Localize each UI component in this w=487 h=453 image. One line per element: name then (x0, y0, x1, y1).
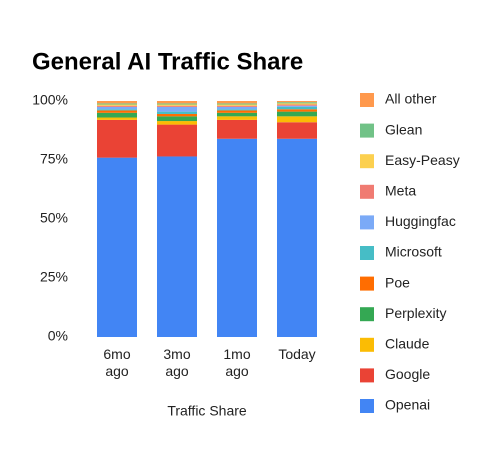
legend-swatch (360, 215, 374, 230)
bar-segment (157, 121, 197, 125)
bar-segment (157, 111, 197, 114)
bar-segment (97, 117, 137, 120)
bar-segment (157, 116, 197, 122)
legend-swatch (360, 123, 374, 138)
legend-label: Microsoft (385, 244, 442, 260)
bar-segment (277, 103, 317, 105)
legend-label: All other (385, 91, 437, 107)
legend-label: Perplexity (385, 305, 446, 321)
x-tick-label: 6mo ago (103, 346, 131, 379)
legend-label: Meta (385, 183, 416, 199)
bar-segment (217, 116, 257, 120)
bar-segment (157, 103, 197, 105)
bar-segment (217, 112, 257, 117)
bar-segment (217, 101, 257, 104)
legend-label: Openai (385, 397, 430, 413)
bar-segment (97, 104, 137, 106)
bar-segment (157, 156, 197, 337)
legend-label: Glean (385, 121, 422, 137)
bar-segment (217, 105, 257, 107)
legend-swatch (360, 399, 374, 413)
legend-label: Google (385, 366, 430, 382)
legend-swatch (360, 276, 374, 291)
bar-segment (97, 105, 137, 107)
bar-segment (277, 105, 317, 107)
bar-segment (217, 110, 257, 113)
bar-segment (157, 104, 197, 106)
chart-title: General AI Traffic Share (32, 48, 303, 75)
bar-segment (157, 124, 197, 157)
bar-segment (97, 103, 137, 105)
y-tick-label: 100% (32, 92, 68, 108)
y-tick-label: 75% (40, 151, 68, 167)
y-tick-label: 50% (40, 210, 68, 226)
bar-segment (217, 104, 257, 106)
bar-segment (277, 101, 317, 103)
legend-label: Claude (385, 336, 430, 352)
bar-segment (277, 102, 317, 104)
legend-swatch (360, 93, 374, 107)
x-tick-label: 1mo ago (223, 346, 251, 379)
bar-segment (97, 109, 137, 111)
legend-swatch (360, 337, 374, 352)
bar-segment (217, 109, 257, 111)
bar-segment (277, 111, 317, 117)
bar-segment (97, 112, 137, 118)
bar-segment (97, 101, 137, 104)
bar-segment (277, 122, 317, 139)
bar-segment (217, 119, 257, 139)
bar-segment (97, 106, 137, 110)
bar-segment (157, 106, 197, 112)
legend-label: Poe (385, 274, 410, 290)
bar-segment (97, 157, 137, 337)
y-tick-label: 25% (40, 269, 68, 285)
legend-swatch (360, 184, 374, 199)
legend-swatch (360, 307, 374, 322)
bar-segment (157, 113, 197, 117)
bar-segment (97, 119, 137, 158)
bar-segment (217, 138, 257, 337)
bar-segment (277, 106, 317, 110)
bar-segment (157, 101, 197, 104)
bar-segment (217, 103, 257, 105)
legend-swatch (360, 246, 374, 260)
bar-segment (277, 104, 317, 106)
bar-segment (277, 116, 317, 123)
legend-label: Easy-Peasy (385, 152, 460, 168)
bar-segment (97, 110, 137, 113)
x-axis-label: Traffic Share (167, 403, 247, 419)
y-tick-label: 0% (48, 328, 68, 344)
bar-segment (217, 106, 257, 110)
bar-segment (277, 138, 317, 337)
x-tick-label: Today (278, 346, 316, 362)
legend-label: Huggingfac (385, 213, 456, 229)
legend-swatch (360, 154, 374, 169)
legend-swatch (360, 368, 374, 383)
bar-segment (157, 105, 197, 107)
bar-segment (277, 109, 317, 112)
x-tick-label: 3mo ago (163, 346, 191, 379)
